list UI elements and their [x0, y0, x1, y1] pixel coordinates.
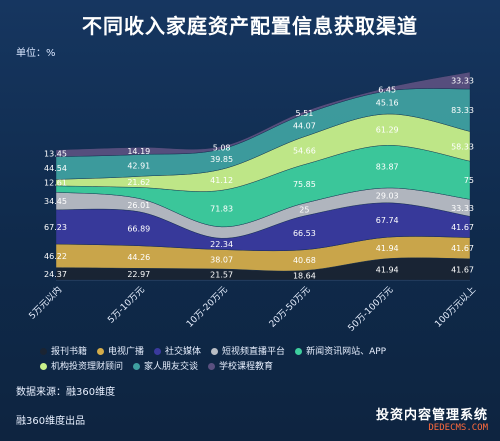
data-label: 22.34 [210, 240, 233, 249]
data-label: 29.03 [376, 191, 399, 200]
data-label: 6.45 [378, 85, 396, 94]
data-label: 41.67 [451, 223, 474, 232]
data-label: 24.37 [44, 270, 67, 279]
data-label: 41.94 [376, 265, 399, 274]
data-label: 61.29 [376, 126, 399, 135]
legend-swatch [211, 348, 219, 355]
data-label: 41.67 [451, 265, 474, 274]
series-area-8 [55, 71, 471, 157]
data-label: 83.33 [451, 106, 474, 115]
watermark-line1: 投资内容管理系统 [375, 408, 488, 423]
legend-label: 短视频直播平台 [222, 347, 286, 357]
footer-credit: 融360维度出品 [16, 416, 86, 427]
data-label: 41.94 [376, 244, 399, 253]
legend-label: 家人朋友交谈 [144, 362, 199, 372]
data-label: 58.33 [451, 142, 474, 151]
watermark-line2: DEDECMS.COM [428, 423, 488, 433]
legend-label: 社交媒体 [165, 347, 202, 357]
legend-item: 学校课程教育 [208, 360, 273, 375]
data-label: 33.33 [451, 76, 474, 85]
x-tick-label: 50万-100万元 [347, 285, 396, 334]
legend-item: 电视广播 [97, 345, 144, 360]
legend-item: 报刊书籍 [40, 345, 87, 360]
legend-swatch [154, 348, 162, 355]
legend-swatch [97, 348, 105, 355]
data-label: 22.97 [127, 270, 150, 279]
data-label: 39.85 [210, 155, 233, 164]
watermark: 投资内容管理系统 DEDECMS.COM [376, 404, 488, 433]
data-label: 21.57 [210, 271, 233, 280]
data-label: 41.12 [210, 176, 233, 185]
legend-label: 学校课程教育 [219, 362, 274, 372]
x-tick-label: 20万-50万元 [268, 285, 313, 330]
data-label: 66.89 [127, 225, 150, 234]
legend-label: 报刊书籍 [51, 347, 88, 357]
data-label: 26.01 [127, 201, 150, 210]
data-label: 34.45 [44, 197, 67, 206]
data-label: 25 [299, 206, 309, 215]
data-label: 66.53 [293, 229, 316, 238]
legend-swatch [40, 363, 47, 370]
legend-label: 电视广播 [108, 347, 145, 357]
legend-label: 机构投资理财顾问 [51, 362, 124, 372]
legend-item: 社交媒体 [154, 345, 201, 360]
data-label: 54.66 [293, 147, 316, 156]
source-note: 数据来源：融360维度 [16, 387, 116, 398]
x-tick-label: 100万元以上 [433, 284, 478, 329]
data-label: 44.26 [127, 253, 150, 262]
data-label: 33.33 [451, 204, 474, 213]
legend-item: 短视频直播平台 [211, 345, 285, 360]
data-label: 14.19 [127, 147, 150, 156]
legend-item: 家人朋友交谈 [133, 360, 198, 375]
x-tick-label: 5万元以内 [26, 284, 64, 322]
data-label: 44.07 [293, 121, 316, 130]
data-label: 21.62 [127, 178, 150, 187]
legend-swatch [208, 363, 216, 370]
data-label: 71.83 [210, 205, 233, 214]
legend: 报刊书籍 电视广播 社交媒体 短视频直播平台 新闻资讯网站、APP 机构投资理财顾问 家人朋… [40, 345, 480, 375]
data-label: 5.51 [295, 109, 313, 118]
legend-swatch [40, 348, 47, 355]
data-label: 12.61 [44, 179, 67, 188]
data-label: 42.91 [127, 161, 150, 170]
legend-swatch [295, 348, 303, 355]
unit-label: 单位：% [16, 48, 56, 59]
data-label: 75 [464, 176, 474, 185]
x-tick-label: 5万-10万元 [106, 285, 147, 326]
legend-item: 新闻资讯网站、APP [295, 345, 386, 360]
legend-swatch [133, 363, 141, 370]
data-label: 5.08 [213, 144, 231, 153]
data-label: 41.67 [451, 244, 474, 253]
data-label: 38.07 [210, 255, 233, 264]
data-label: 67.23 [44, 223, 67, 232]
x-tick-label: 10万-20万元 [185, 285, 230, 330]
data-label: 18.64 [293, 271, 316, 280]
data-label: 67.74 [376, 216, 399, 225]
data-label: 44.54 [44, 164, 67, 173]
data-label: 13.45 [44, 149, 67, 158]
chart-title: 不同收入家庭资产配置信息获取渠道 [82, 14, 418, 38]
legend-item: 机构投资理财顾问 [40, 360, 123, 375]
legend-label: 新闻资讯网站、APP [306, 347, 387, 357]
data-label: 75.85 [293, 180, 316, 189]
data-label: 46.22 [44, 252, 67, 261]
data-label: 83.87 [376, 163, 399, 172]
data-label: 45.16 [376, 99, 399, 108]
data-label: 40.68 [293, 256, 316, 265]
